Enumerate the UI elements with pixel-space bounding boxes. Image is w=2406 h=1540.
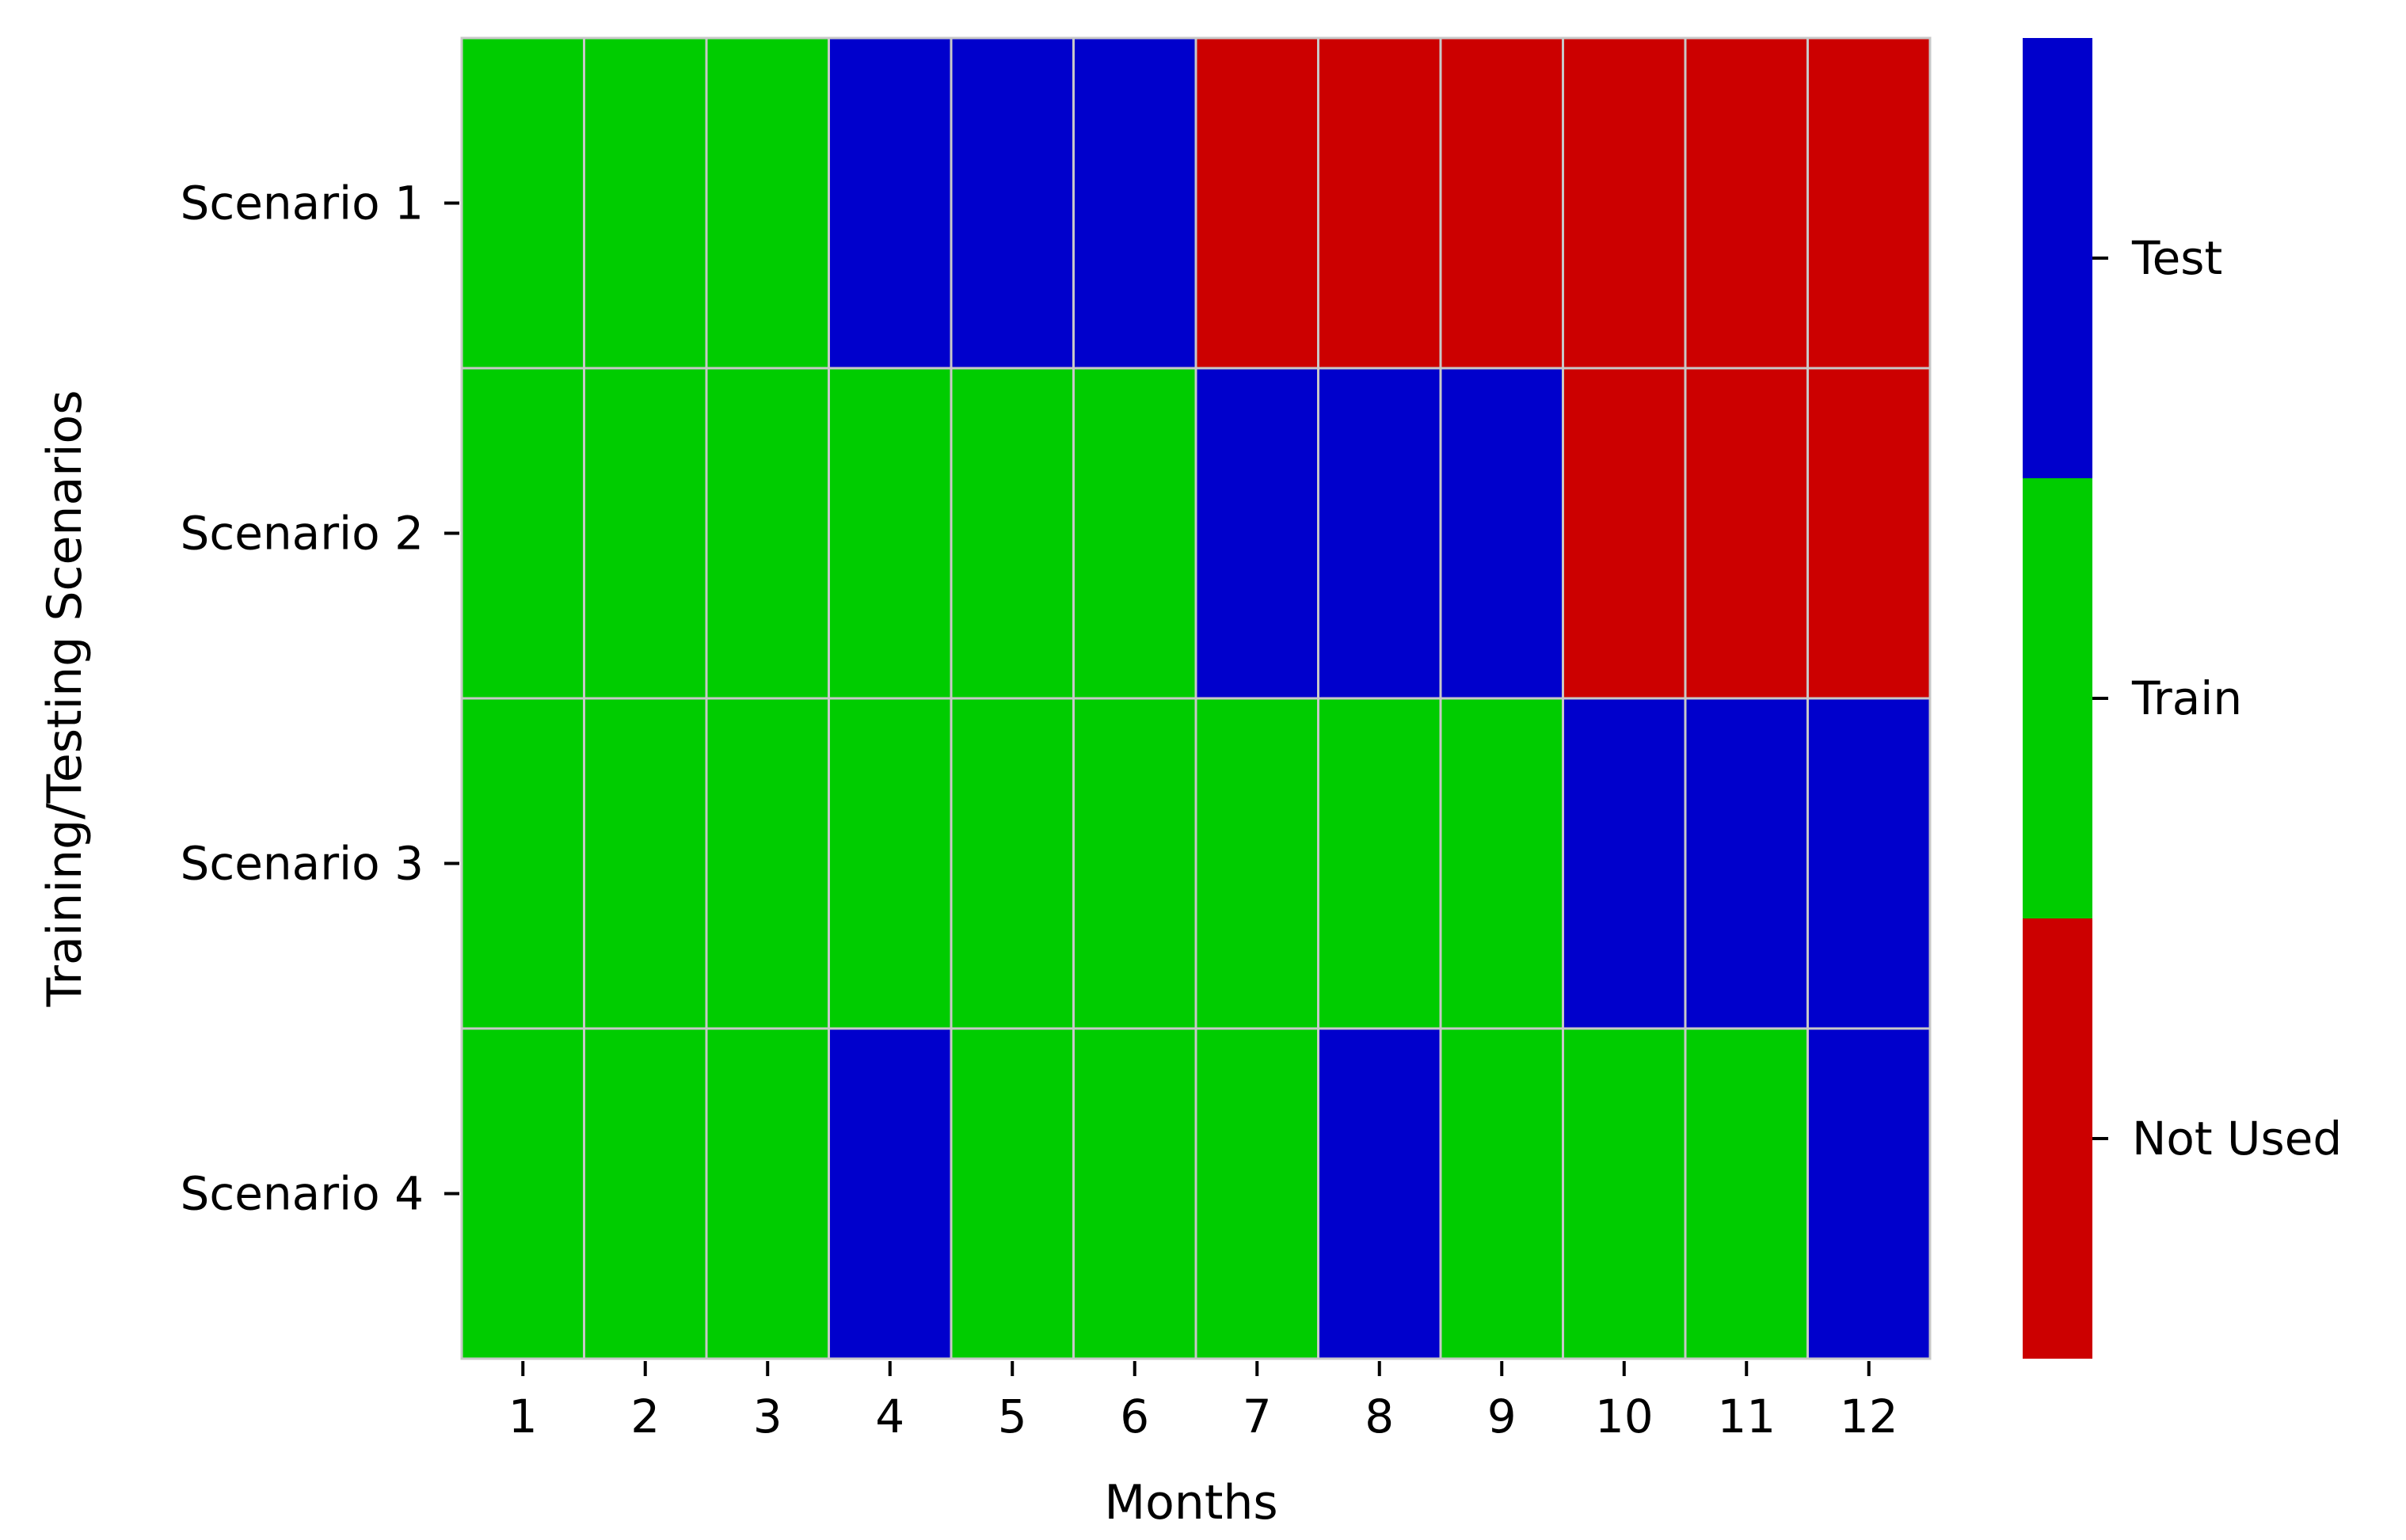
x-tick-label: 11 — [1717, 1390, 1776, 1443]
x-tick-label: 1 — [508, 1390, 538, 1443]
heatmap-cell — [1317, 36, 1442, 370]
heatmap-cell — [1194, 1027, 1319, 1360]
heatmap-cell — [460, 367, 585, 700]
x-tick-label: 3 — [753, 1390, 782, 1443]
x-tick-label: 5 — [998, 1390, 1027, 1443]
colorbar-label: Train — [2131, 671, 2242, 725]
heatmap-cell — [1806, 697, 1932, 1030]
y-axis-label: Training/Testing Scenarios — [37, 390, 93, 1007]
heatmap-cell — [1439, 36, 1564, 370]
heatmap-cell — [1439, 697, 1564, 1030]
heatmap-cell — [705, 36, 830, 370]
heatmap-cell — [950, 367, 1075, 700]
colorbar-segment — [2023, 918, 2092, 1359]
heatmap-cell — [1072, 367, 1197, 700]
colorbar-segment — [2023, 38, 2092, 478]
heatmap-cell — [1684, 697, 1809, 1030]
heatmap-cell — [583, 1027, 708, 1360]
colorbar: Not Used Train Test — [2023, 38, 2342, 1359]
y-tick-label: Scenario 1 — [181, 177, 424, 230]
x-tick-label: 9 — [1487, 1390, 1517, 1443]
y-tick-label: Scenario 3 — [181, 837, 424, 891]
x-tick-label: 6 — [1120, 1390, 1149, 1443]
heatmap-cell — [1562, 1027, 1687, 1360]
heatmap-cell — [705, 1027, 830, 1360]
heatmap-cell — [705, 367, 830, 700]
heatmap-cell — [705, 697, 830, 1030]
heatmap-cell — [1684, 36, 1809, 370]
heatmap-cell — [950, 36, 1075, 370]
heatmap-cell — [1194, 697, 1319, 1030]
heatmap-cell — [460, 697, 585, 1030]
heatmap-cell — [1806, 367, 1932, 700]
heatmap-cell — [1562, 367, 1687, 700]
x-tick-label: 4 — [875, 1390, 904, 1443]
heatmap-cell — [1439, 367, 1564, 700]
heatmap-cell — [828, 36, 953, 370]
heatmap-cell — [1806, 1027, 1932, 1360]
heatmap-cell — [1317, 1027, 1442, 1360]
heatmap-cell — [1562, 36, 1687, 370]
heatmap-cell — [1317, 367, 1442, 700]
heatmap-cell — [1684, 367, 1809, 700]
y-tick-label: Scenario 4 — [181, 1167, 424, 1221]
heatmap-cell — [950, 697, 1075, 1030]
heatmap-cell — [828, 367, 953, 700]
y-axis-ticks: Scenario 1 Scenario 2 Scenario 3 Scenario 4 — [181, 177, 459, 1221]
heatmap-cell — [460, 36, 585, 370]
x-axis-label: Months — [1104, 1475, 1277, 1530]
x-tick-label: 2 — [630, 1390, 660, 1443]
colorbar-segment — [2023, 478, 2092, 918]
heatmap-cell — [460, 1027, 585, 1360]
heatmap-cell — [1072, 697, 1197, 1030]
heatmap-cell — [1194, 367, 1319, 700]
heatmap-cell — [950, 1027, 1075, 1360]
x-tick-label: 12 — [1840, 1390, 1898, 1443]
heatmap-cell — [828, 1027, 953, 1360]
x-tick-label: 8 — [1365, 1390, 1394, 1443]
colorbar-label: Not Used — [2132, 1112, 2342, 1165]
heatmap-cell — [1562, 697, 1687, 1030]
heatmap-cell — [1072, 36, 1197, 370]
heatmap-cell — [1684, 1027, 1809, 1360]
heatmap-cell — [583, 697, 708, 1030]
colorbar-label: Test — [2131, 231, 2222, 285]
heatmap-cells — [460, 36, 1932, 1360]
heatmap-cell — [828, 697, 953, 1030]
heatmap-cell — [1806, 36, 1932, 370]
heatmap-cell — [1317, 697, 1442, 1030]
heatmap-cell — [1194, 36, 1319, 370]
x-tick-label: 7 — [1243, 1390, 1272, 1443]
heatmap-cell — [1072, 1027, 1197, 1360]
x-tick-label: 10 — [1595, 1390, 1654, 1443]
x-axis-ticks: 1 2 3 4 5 6 7 8 9 10 11 12 — [508, 1361, 1898, 1443]
y-tick-label: Scenario 2 — [181, 507, 424, 561]
heatmap-cell — [1439, 1027, 1564, 1360]
heatmap-cell — [583, 36, 708, 370]
heatmap-cell — [583, 367, 708, 700]
